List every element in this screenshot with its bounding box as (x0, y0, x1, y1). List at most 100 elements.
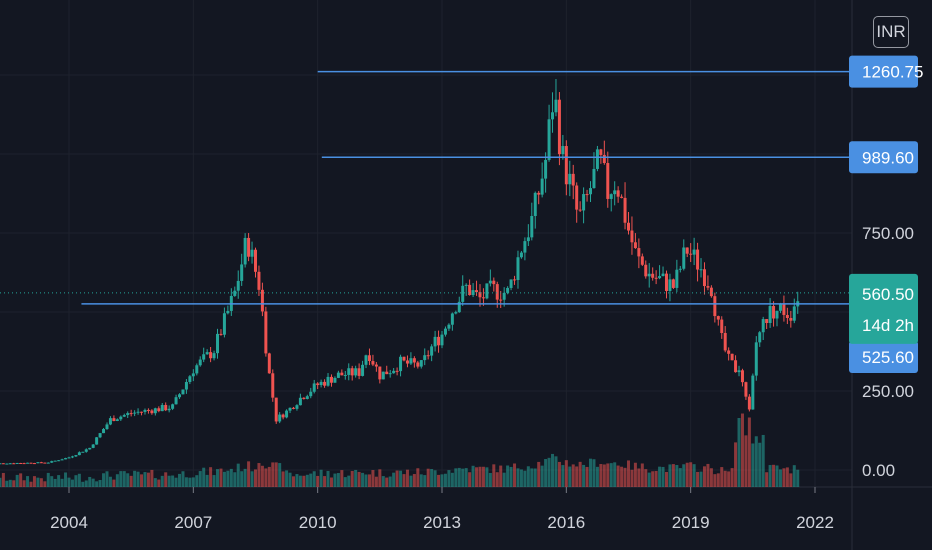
volume-bar (513, 463, 517, 487)
candle-body (281, 414, 285, 418)
candle-body (226, 310, 230, 314)
candle-body (209, 352, 213, 359)
candle-body (150, 410, 154, 414)
volume-bar (236, 463, 240, 487)
volume-bar (212, 475, 216, 487)
volume-bar (402, 474, 406, 487)
candle-body (499, 299, 503, 301)
candle-body (495, 284, 499, 300)
candle-body (547, 119, 551, 160)
candle-body (761, 319, 765, 333)
candle-body (91, 444, 95, 448)
volume-bar (347, 475, 351, 487)
volume-bar (157, 479, 161, 487)
candle-body (233, 290, 237, 296)
candle-body (112, 418, 116, 422)
candle-body (488, 280, 492, 284)
candle-body (606, 163, 610, 199)
candle-body (164, 404, 168, 411)
volume-bar (122, 471, 126, 487)
candle-body (419, 360, 423, 367)
volume-bar (295, 474, 299, 487)
volume-bar (354, 469, 358, 487)
volume-bar (95, 481, 99, 487)
candle-body (119, 416, 123, 420)
volume-bar (616, 465, 620, 487)
candle-body (513, 279, 517, 281)
volume-bar (129, 475, 133, 487)
candle-body (664, 273, 668, 291)
volume-bar (57, 475, 61, 487)
candle-body (789, 318, 793, 321)
candle-body (219, 333, 223, 335)
volume-bar (333, 473, 337, 487)
volume-bar (371, 470, 375, 487)
volume-bar (184, 477, 188, 487)
volume-bar (222, 471, 226, 487)
candle-body (585, 194, 589, 196)
volume-bar (547, 457, 551, 487)
candle-body (447, 324, 451, 329)
volume-bar (754, 436, 758, 487)
volume-bar (70, 479, 74, 487)
volume-bar (502, 472, 506, 487)
volume-bar (243, 468, 247, 487)
candle-body (350, 368, 354, 376)
candle-body (630, 230, 634, 243)
candle-body (578, 209, 582, 211)
candle-body (153, 408, 157, 414)
candle-body (685, 247, 689, 254)
candle-body (250, 249, 254, 257)
candle-body (471, 290, 475, 295)
volume-bar (796, 469, 800, 487)
candle-body (236, 280, 240, 291)
volume-bar (478, 466, 482, 487)
volume-bar (544, 459, 548, 487)
volume-bar (0, 477, 2, 487)
volume-bar (102, 473, 106, 487)
volume-bar (485, 467, 489, 487)
price-axis[interactable]: 750.00 250.00 0.00 (862, 224, 914, 480)
candle-body (592, 168, 596, 189)
candle-body (426, 355, 430, 357)
volume-bar (464, 468, 468, 487)
volume-bar (336, 473, 340, 487)
volume-bar (475, 467, 479, 487)
candle-body (195, 365, 199, 374)
volume-bar (589, 458, 593, 487)
candle-body (364, 355, 368, 365)
volume-bar (302, 475, 306, 487)
currency-badge[interactable]: INR (873, 16, 909, 48)
volume-bar (606, 463, 610, 487)
candle-body (544, 159, 548, 179)
candle-body (29, 462, 33, 464)
volume-bar (740, 413, 744, 487)
candle-body (747, 396, 751, 410)
candle-body (416, 362, 420, 367)
volume-bar (46, 472, 50, 487)
candle-body (329, 376, 333, 383)
candle-body (644, 264, 648, 277)
candle-body (81, 451, 85, 453)
volume-bar (119, 471, 123, 487)
volume-bar (671, 464, 675, 487)
candle-body (734, 360, 738, 373)
volume-bar (727, 471, 731, 487)
candle-body (651, 273, 655, 278)
horizontal-lines[interactable] (81, 70, 852, 305)
candle-body (526, 237, 530, 242)
candle-body (0, 463, 2, 465)
candle-body (430, 346, 434, 356)
candle-body (450, 313, 454, 325)
candle-body (309, 391, 313, 397)
candle-body (191, 373, 195, 377)
candle-body (133, 412, 137, 414)
candle-body (178, 394, 182, 398)
time-axis[interactable]: 2004 2007 2010 2013 2016 2019 2022 (50, 487, 834, 532)
volume-bar (499, 465, 503, 487)
volume-bar (664, 471, 668, 487)
volume-bar (385, 477, 389, 487)
candle-body (661, 273, 665, 277)
